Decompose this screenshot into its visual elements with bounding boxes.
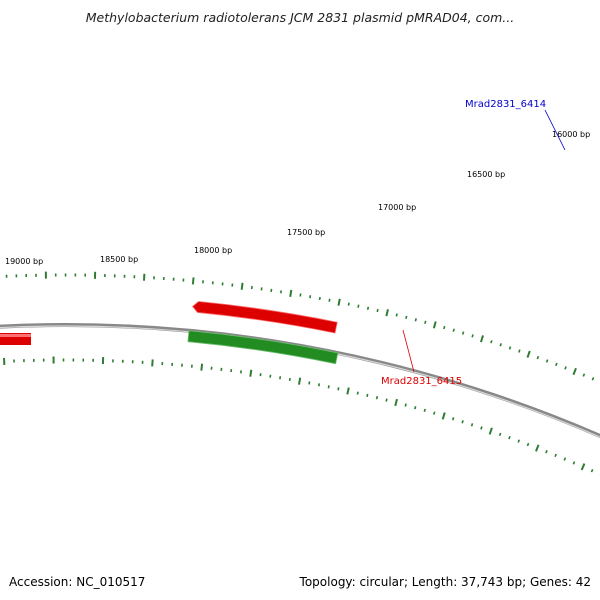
ruler-minor-tick xyxy=(404,403,407,407)
ruler-minor-tick xyxy=(555,362,558,367)
ruler-major-tick xyxy=(441,412,446,420)
ruler-minor-tick xyxy=(357,304,360,308)
tick-label-17000: 17000 bp xyxy=(378,203,416,212)
ruler-minor-tick xyxy=(536,355,540,360)
gene-feature-6415[interactable] xyxy=(192,301,338,334)
ruler-minor-tick xyxy=(347,302,350,306)
ruler-major-tick xyxy=(297,377,302,385)
ruler-minor-tick xyxy=(554,453,557,458)
ruler-minor-tick xyxy=(299,293,302,297)
gene-block-left-highlight xyxy=(0,334,31,337)
ruler-minor-tick xyxy=(499,343,502,347)
ruler-minor-tick xyxy=(471,334,474,338)
ruler-minor-tick xyxy=(414,406,417,410)
ruler-minor-tick xyxy=(498,432,502,437)
gene-arrow-6415[interactable] xyxy=(192,301,338,334)
cds-feature-6415[interactable] xyxy=(187,330,339,365)
ruler-minor-tick xyxy=(327,385,330,389)
ruler-minor-tick xyxy=(461,331,465,335)
ruler-major-tick xyxy=(535,444,540,452)
ruler-major-tick xyxy=(346,387,350,395)
ruler-minor-tick xyxy=(414,318,417,322)
ruler-major-tick xyxy=(572,367,577,376)
ruler-minor-tick xyxy=(582,373,586,377)
ruler-minor-tick xyxy=(591,377,595,381)
leader-line-6414 xyxy=(544,109,566,151)
ruler-minor-tick xyxy=(508,346,512,350)
ruler-minor-tick xyxy=(395,313,398,317)
ruler-minor-tick xyxy=(424,320,427,324)
ruler-major-tick xyxy=(191,277,195,285)
ruler-minor-tick xyxy=(356,391,359,395)
ruler-major-tick xyxy=(394,398,398,407)
ruler-major-tick xyxy=(432,321,437,329)
ruler-minor-tick xyxy=(461,420,464,424)
gene-feature-left[interactable] xyxy=(0,333,31,345)
ruler-minor-tick xyxy=(308,381,311,385)
ruler-labels: 16000 bp 16500 bp 17000 bp 17500 bp 1800… xyxy=(5,130,590,266)
ruler-major-tick xyxy=(289,289,293,298)
ruler-minor-tick xyxy=(375,396,379,400)
ruler-major-tick xyxy=(200,363,204,371)
tick-label-19000: 19000 bp xyxy=(5,257,43,266)
ruler-minor-tick xyxy=(279,376,282,380)
ruler-minor-tick xyxy=(590,469,594,473)
ruler-major-tick xyxy=(337,298,341,306)
ruler-major-tick xyxy=(249,369,253,377)
ruler-minor-tick xyxy=(508,436,511,440)
ruler-minor-tick xyxy=(309,295,312,299)
topology-summary: Topology: circular; Length: 37,743 bp; G… xyxy=(299,575,591,589)
cds-arrow-6415[interactable] xyxy=(187,330,339,365)
tick-label-17500: 17500 bp xyxy=(287,228,325,237)
map-title: Methylobacterium radiotolerans JCM 2831 … xyxy=(85,10,515,25)
ruler-minor-tick xyxy=(572,461,576,465)
tick-label-16000: 16000 bp xyxy=(552,130,590,139)
ruler-minor-tick xyxy=(452,328,455,332)
ruler-minor-tick xyxy=(451,417,455,421)
ruler-minor-tick xyxy=(480,426,483,430)
ruler-minor-tick xyxy=(433,411,436,415)
ruler-minor-tick xyxy=(490,340,493,344)
ruler-minor-tick xyxy=(405,315,408,320)
ruler-minor-tick xyxy=(318,296,321,301)
ruler-minor-tick xyxy=(443,325,446,330)
tick-label-16500: 16500 bp xyxy=(467,170,505,179)
ruler-minor-tick xyxy=(563,457,567,461)
ruler-major-tick xyxy=(385,309,389,317)
ruler-major-tick xyxy=(479,335,484,343)
ruler-minor-tick xyxy=(385,398,388,402)
ruler-major-tick xyxy=(526,350,531,358)
ruler-major-tick xyxy=(580,463,586,471)
ruler-major-tick xyxy=(488,427,493,435)
leader-line-6415 xyxy=(402,329,415,373)
ruler-minor-tick xyxy=(470,423,474,427)
ruler-minor-tick xyxy=(564,366,567,370)
ruler-minor-tick xyxy=(317,383,321,387)
ruler-minor-tick xyxy=(545,359,549,363)
tick-label-18500: 18500 bp xyxy=(100,255,138,264)
ruler-minor-tick xyxy=(423,408,426,413)
accession-text: Accession: NC_010517 xyxy=(9,575,146,589)
ruler-minor-tick xyxy=(526,442,530,447)
ruler-minor-tick xyxy=(376,308,379,313)
ruler-inner-ticks xyxy=(3,356,600,476)
tick-label-18000: 18000 bp xyxy=(194,246,232,255)
ruler-outer-ticks xyxy=(5,271,595,381)
ruler-minor-tick xyxy=(328,298,331,302)
ruler-minor-tick xyxy=(366,306,370,310)
ruler-minor-tick xyxy=(366,393,369,398)
ruler-minor-tick xyxy=(545,449,548,454)
ruler-major-tick xyxy=(240,282,244,290)
gene-label-6415[interactable]: Mrad2831_6415 xyxy=(381,376,462,387)
gene-label-6414[interactable]: Mrad2831_6414 xyxy=(465,99,546,110)
ruler-minor-tick xyxy=(517,439,521,443)
ruler-minor-tick xyxy=(288,377,291,382)
ruler-minor-tick xyxy=(337,387,340,391)
ruler-minor-tick xyxy=(518,349,521,353)
